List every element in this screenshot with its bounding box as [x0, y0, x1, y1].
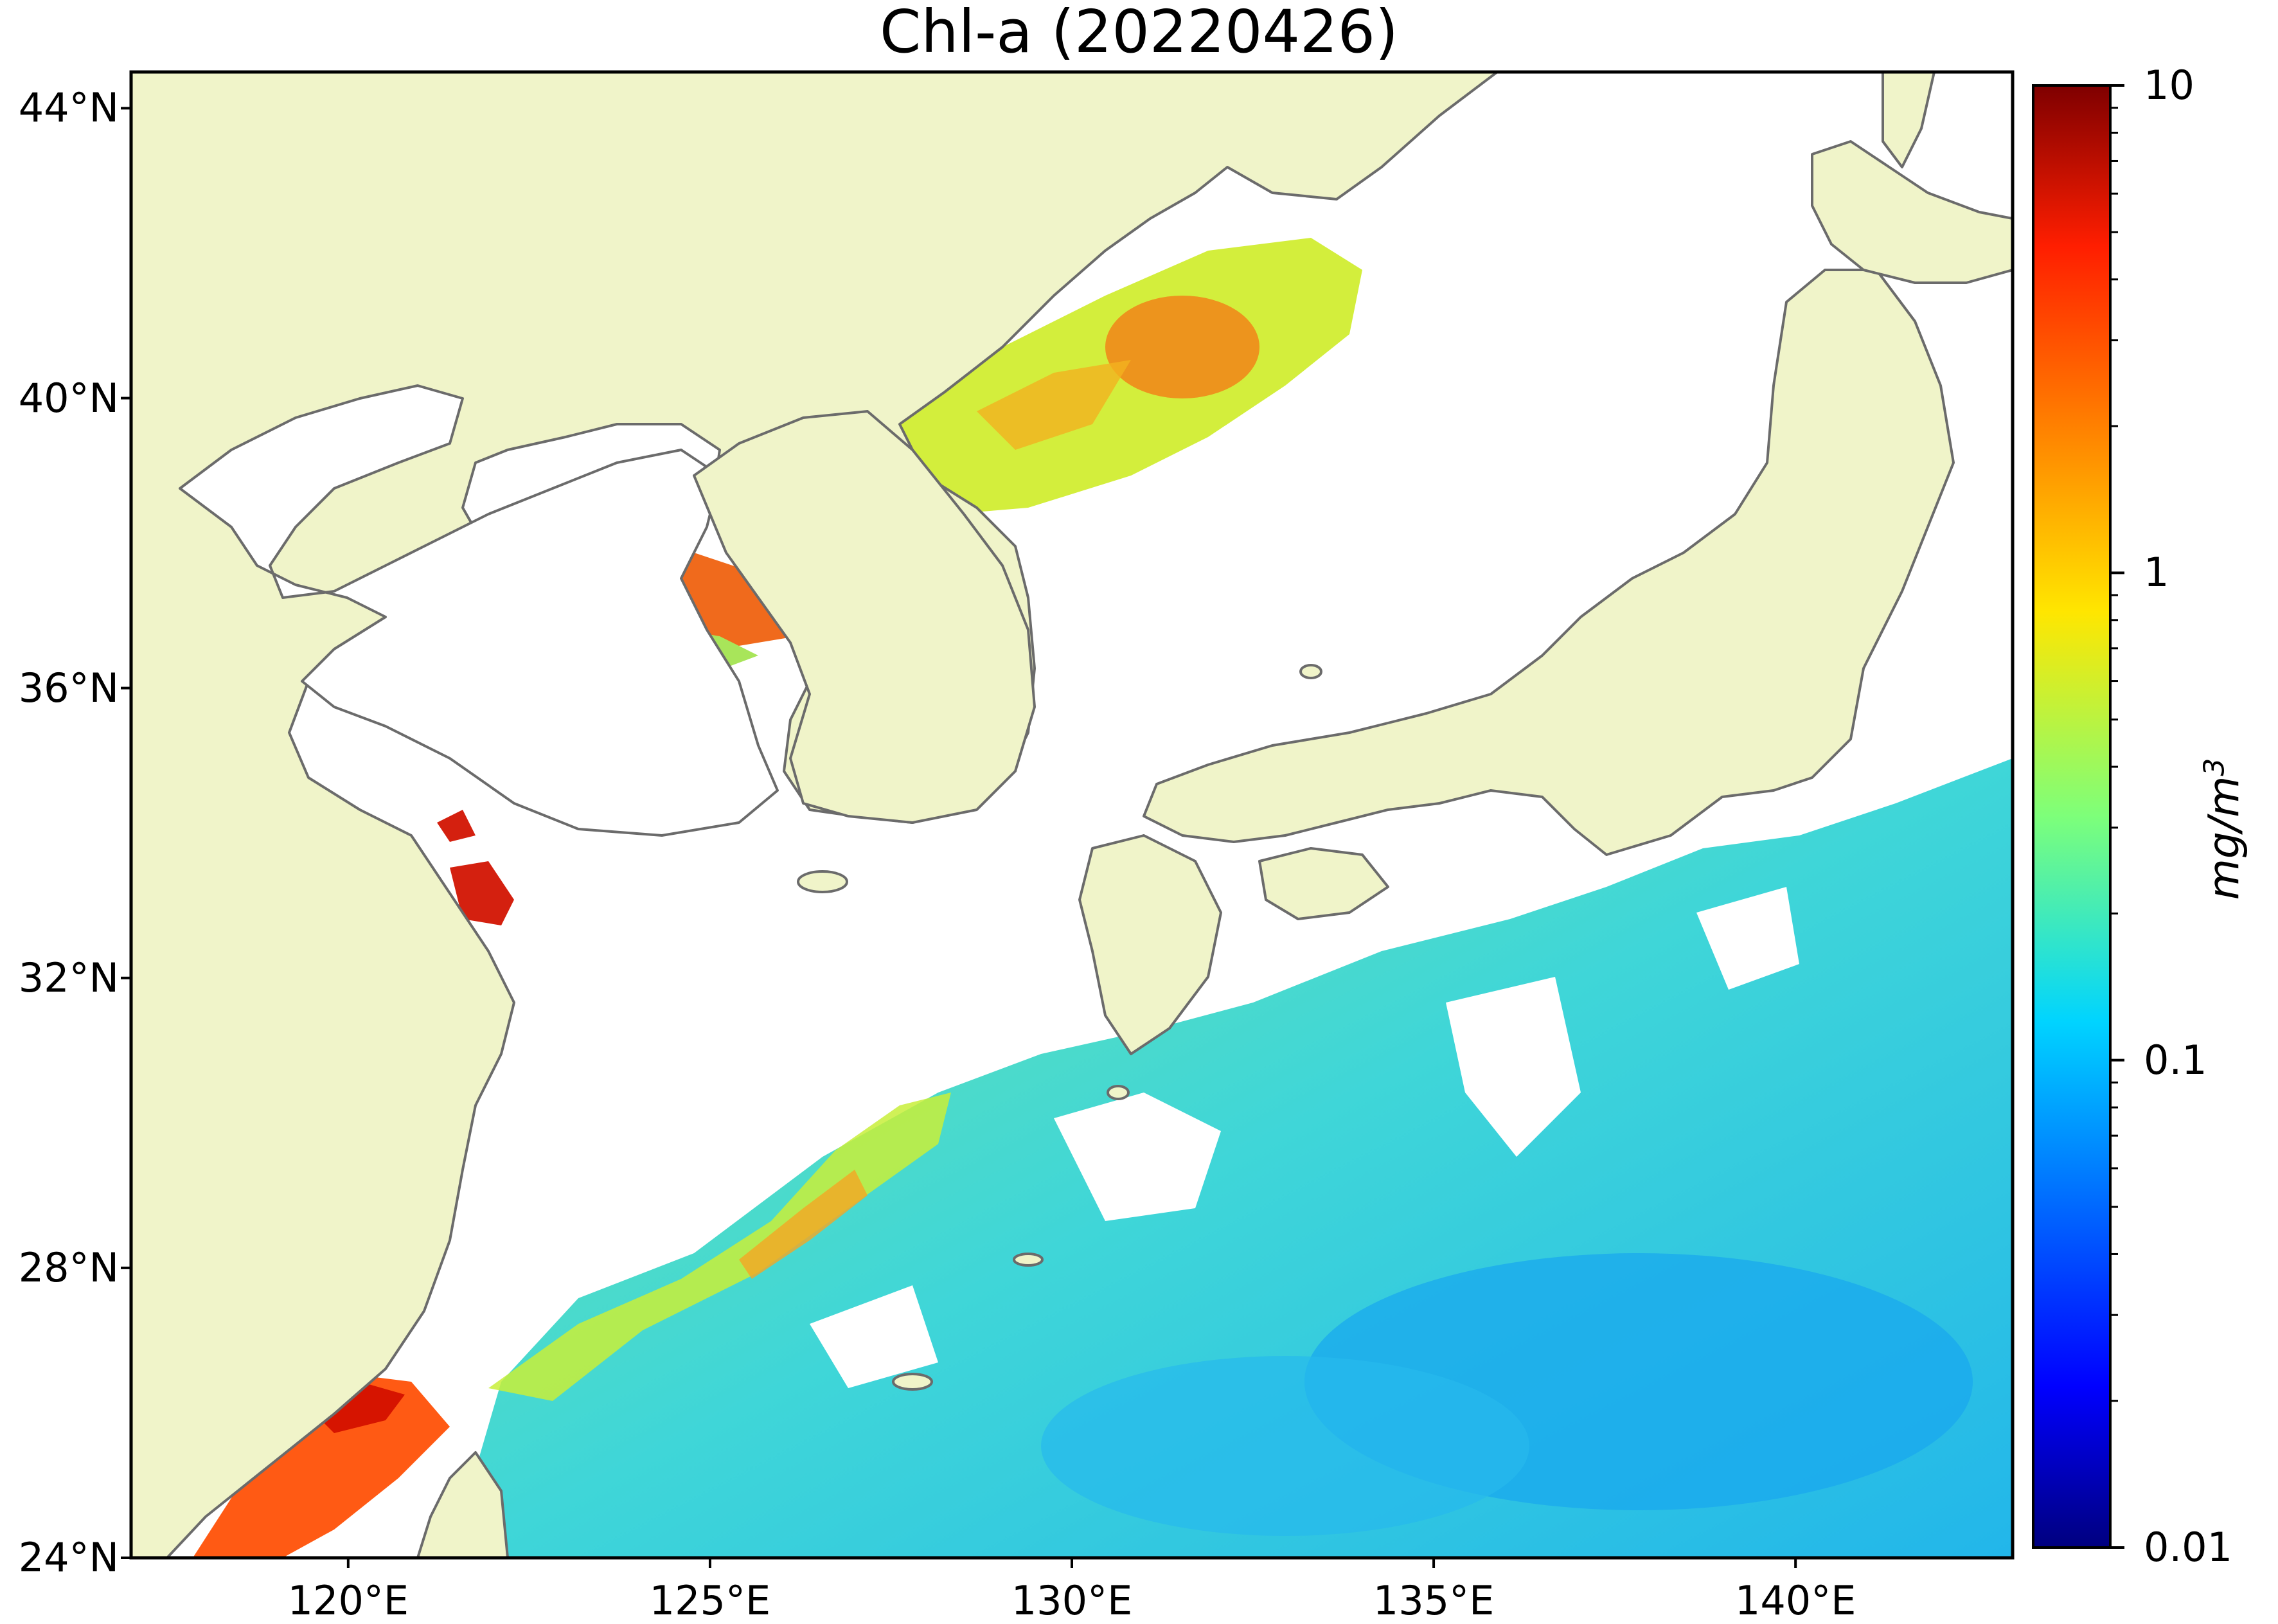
colorbar-tick-marks — [2110, 84, 2124, 1549]
lat-tick-label: 36°N — [18, 664, 119, 711]
sakhalin — [1882, 72, 1935, 168]
lon-tick-label: 125°E — [649, 1577, 771, 1624]
cloud-gap — [1446, 977, 1581, 1157]
yangtze-chl-patch-2 — [437, 810, 476, 842]
sado — [1299, 664, 1322, 679]
colorbar-tick-label: 1 — [2144, 549, 2169, 596]
honshu — [1143, 269, 1955, 856]
taiwan-strait-chl — [193, 1375, 450, 1558]
colorbar — [2032, 84, 2112, 1549]
lon-tick-label: 135°E — [1373, 1577, 1495, 1624]
shikoku — [1258, 847, 1389, 920]
lon-tick-label: 130°E — [1011, 1577, 1133, 1624]
korean-peninsula — [693, 410, 1036, 824]
lat-tick-label: 40°N — [18, 374, 119, 422]
cloud-gap — [1696, 887, 1799, 990]
hokkaido — [1811, 140, 2013, 284]
shelf-chl-band-orange — [739, 1170, 868, 1279]
taiwan — [416, 1451, 509, 1558]
lat-tick-label: 32°N — [18, 954, 119, 1001]
colorbar-tick-label: 0.01 — [2144, 1524, 2233, 1571]
japan-sea-bloom-orange — [977, 360, 1131, 450]
map-tick-marks — [121, 107, 1797, 1568]
low-chl-patch-2 — [1041, 1356, 1529, 1536]
unit-base: mg/m — [2199, 776, 2249, 900]
colorbar-tick-label: 0.1 — [2144, 1036, 2207, 1084]
land — [131, 72, 2013, 1558]
cloud-gap — [1054, 1093, 1221, 1221]
jeju-island — [797, 870, 848, 893]
amami — [1013, 1253, 1044, 1267]
shelf-chl-band — [488, 1093, 951, 1401]
lat-tick-label: 28°N — [18, 1244, 119, 1291]
colorbar-tick-label: 10 — [2144, 62, 2194, 109]
yakushima — [1107, 1085, 1130, 1100]
okinawa — [892, 1373, 933, 1391]
map-content — [131, 72, 2013, 1558]
japan-sea-bloom-core — [1105, 296, 1259, 398]
lon-tick-label: 140°E — [1734, 1577, 1856, 1624]
lon-tick-label: 120°E — [287, 1577, 409, 1624]
yangtze-chl-patch — [450, 861, 514, 925]
taiwan-strait-chl-red — [315, 1382, 405, 1433]
colorbar-unit-label: mg/m3 — [2198, 758, 2249, 900]
lat-tick-label: 24°N — [18, 1534, 119, 1581]
cloud-gap — [810, 1285, 938, 1388]
unit-exponent: 3 — [2198, 758, 2231, 776]
bohai-sea — [179, 384, 779, 837]
map-title: Chl-a (20220426) — [880, 0, 1398, 66]
kyushu — [1078, 834, 1222, 1055]
lat-tick-label: 44°N — [18, 84, 119, 132]
